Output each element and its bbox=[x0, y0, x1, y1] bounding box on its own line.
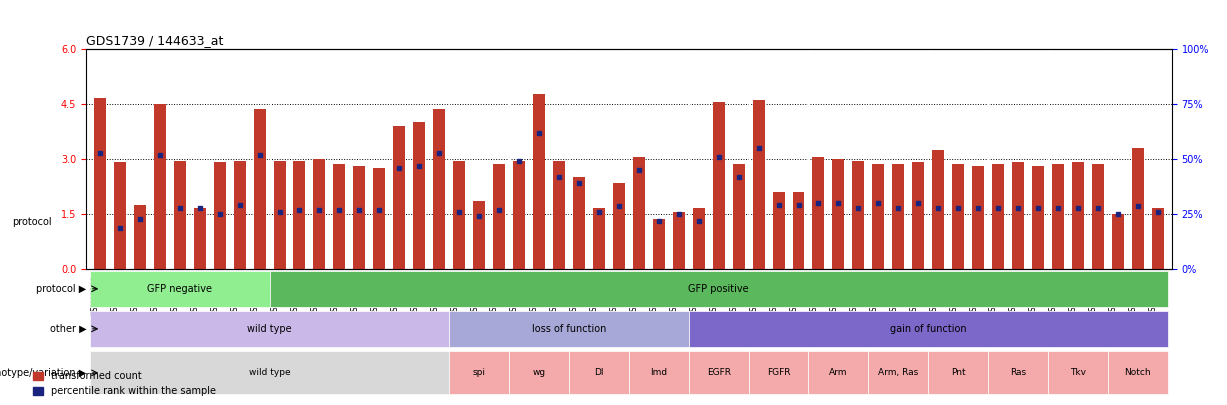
Text: Notch: Notch bbox=[1124, 369, 1151, 377]
FancyBboxPatch shape bbox=[688, 351, 748, 394]
FancyBboxPatch shape bbox=[628, 351, 688, 394]
Text: GFP negative: GFP negative bbox=[147, 284, 212, 294]
Bar bbox=[993, 164, 1004, 269]
Bar bbox=[892, 164, 904, 269]
Bar bbox=[313, 159, 325, 269]
Bar bbox=[433, 109, 445, 269]
Bar bbox=[1052, 164, 1064, 269]
Text: wg: wg bbox=[533, 369, 546, 377]
FancyBboxPatch shape bbox=[1108, 351, 1168, 394]
Bar bbox=[413, 122, 426, 269]
Bar bbox=[1112, 214, 1124, 269]
Bar bbox=[1072, 162, 1083, 269]
Text: genotype/variation ▶: genotype/variation ▶ bbox=[0, 368, 86, 378]
Bar bbox=[752, 100, 764, 269]
Bar bbox=[353, 166, 366, 269]
Bar bbox=[913, 162, 924, 269]
FancyBboxPatch shape bbox=[929, 351, 988, 394]
Bar bbox=[533, 94, 545, 269]
Legend: transformed count, percentile rank within the sample: transformed count, percentile rank withi… bbox=[29, 367, 220, 400]
Text: other ▶: other ▶ bbox=[49, 324, 86, 334]
Bar bbox=[1012, 162, 1025, 269]
Bar bbox=[274, 160, 286, 269]
FancyBboxPatch shape bbox=[1048, 351, 1108, 394]
Bar bbox=[773, 192, 784, 269]
Bar bbox=[174, 160, 185, 269]
Bar bbox=[513, 160, 525, 269]
Bar bbox=[94, 98, 106, 269]
FancyBboxPatch shape bbox=[748, 351, 809, 394]
FancyBboxPatch shape bbox=[270, 271, 1168, 307]
Bar bbox=[553, 160, 564, 269]
FancyBboxPatch shape bbox=[90, 311, 449, 347]
FancyBboxPatch shape bbox=[90, 351, 449, 394]
Bar bbox=[334, 164, 345, 269]
Bar bbox=[872, 164, 885, 269]
Text: GDS1739 / 144633_at: GDS1739 / 144633_at bbox=[86, 34, 223, 47]
Text: FGFR: FGFR bbox=[767, 369, 790, 377]
Bar bbox=[493, 164, 506, 269]
Bar bbox=[394, 126, 405, 269]
Bar bbox=[194, 208, 206, 269]
Bar bbox=[134, 205, 146, 269]
FancyBboxPatch shape bbox=[509, 351, 569, 394]
Bar bbox=[114, 162, 126, 269]
FancyBboxPatch shape bbox=[90, 271, 270, 307]
Bar bbox=[1032, 166, 1044, 269]
Bar bbox=[573, 177, 585, 269]
FancyBboxPatch shape bbox=[688, 311, 1168, 347]
Text: EGFR: EGFR bbox=[707, 369, 730, 377]
Bar bbox=[1131, 148, 1144, 269]
Text: Pnt: Pnt bbox=[951, 369, 966, 377]
FancyBboxPatch shape bbox=[449, 311, 688, 347]
Text: protocol ▶: protocol ▶ bbox=[36, 284, 86, 294]
Bar bbox=[693, 208, 704, 269]
Bar bbox=[453, 160, 465, 269]
Bar bbox=[653, 219, 665, 269]
Bar bbox=[633, 157, 645, 269]
Bar bbox=[733, 164, 745, 269]
Bar bbox=[254, 109, 265, 269]
Bar bbox=[153, 104, 166, 269]
Bar bbox=[812, 157, 825, 269]
Bar bbox=[233, 160, 245, 269]
Text: wild type: wild type bbox=[249, 369, 291, 377]
FancyBboxPatch shape bbox=[449, 351, 509, 394]
Text: gain of function: gain of function bbox=[890, 324, 967, 334]
FancyBboxPatch shape bbox=[988, 351, 1048, 394]
Bar bbox=[373, 168, 385, 269]
Text: Arm, Ras: Arm, Ras bbox=[879, 369, 919, 377]
Bar bbox=[1152, 208, 1163, 269]
Text: spi: spi bbox=[472, 369, 486, 377]
Bar bbox=[952, 164, 964, 269]
FancyBboxPatch shape bbox=[569, 351, 628, 394]
Bar bbox=[713, 102, 725, 269]
Text: Arm: Arm bbox=[829, 369, 848, 377]
Bar bbox=[853, 160, 864, 269]
Text: loss of function: loss of function bbox=[531, 324, 606, 334]
Bar bbox=[293, 160, 306, 269]
Text: Tkv: Tkv bbox=[1070, 369, 1086, 377]
Bar bbox=[832, 159, 844, 269]
Bar bbox=[793, 192, 805, 269]
Bar bbox=[213, 162, 226, 269]
Bar bbox=[1092, 164, 1104, 269]
Bar bbox=[474, 201, 485, 269]
Bar bbox=[672, 212, 685, 269]
Text: Imd: Imd bbox=[650, 369, 667, 377]
FancyBboxPatch shape bbox=[869, 351, 929, 394]
Text: protocol: protocol bbox=[12, 217, 52, 227]
Bar bbox=[933, 149, 945, 269]
Bar bbox=[593, 208, 605, 269]
Text: wild type: wild type bbox=[247, 324, 292, 334]
Bar bbox=[612, 183, 625, 269]
Bar bbox=[972, 166, 984, 269]
Text: Ras: Ras bbox=[1010, 369, 1026, 377]
FancyBboxPatch shape bbox=[809, 351, 869, 394]
Text: GFP positive: GFP positive bbox=[688, 284, 748, 294]
Text: Dl: Dl bbox=[594, 369, 604, 377]
